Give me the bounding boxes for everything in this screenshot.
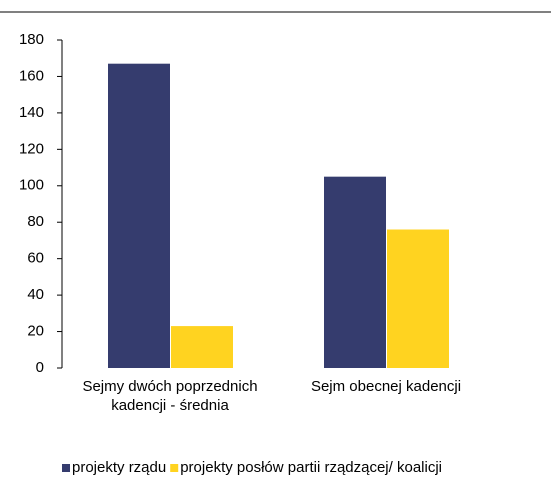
legend-label: projekty rządu [72,459,166,476]
bar [387,229,449,368]
y-tick-label: 40 [27,286,44,303]
x-tick-label: Sejm obecnej kadencji [310,378,462,395]
legend-label: projekty posłów partii rządzącej/ koalic… [180,459,442,476]
y-tick-label: 60 [27,250,44,267]
bar [108,63,170,368]
legend-swatch [170,464,179,472]
y-tick-label: 100 [19,177,44,194]
bar [324,176,386,368]
y-tick-label: 160 [19,67,44,84]
y-tick-label: 20 [27,323,44,340]
y-tick-label: 120 [19,140,44,157]
y-tick-label: 140 [19,104,44,121]
x-tick-label: Sejmy dwóch poprzednich kadencji - średn… [82,378,258,414]
y-tick-label: 0 [36,359,44,376]
y-tick-label: 80 [27,213,44,230]
bar [171,326,233,368]
y-tick-label: 180 [19,31,44,48]
legend-swatch [62,464,70,472]
